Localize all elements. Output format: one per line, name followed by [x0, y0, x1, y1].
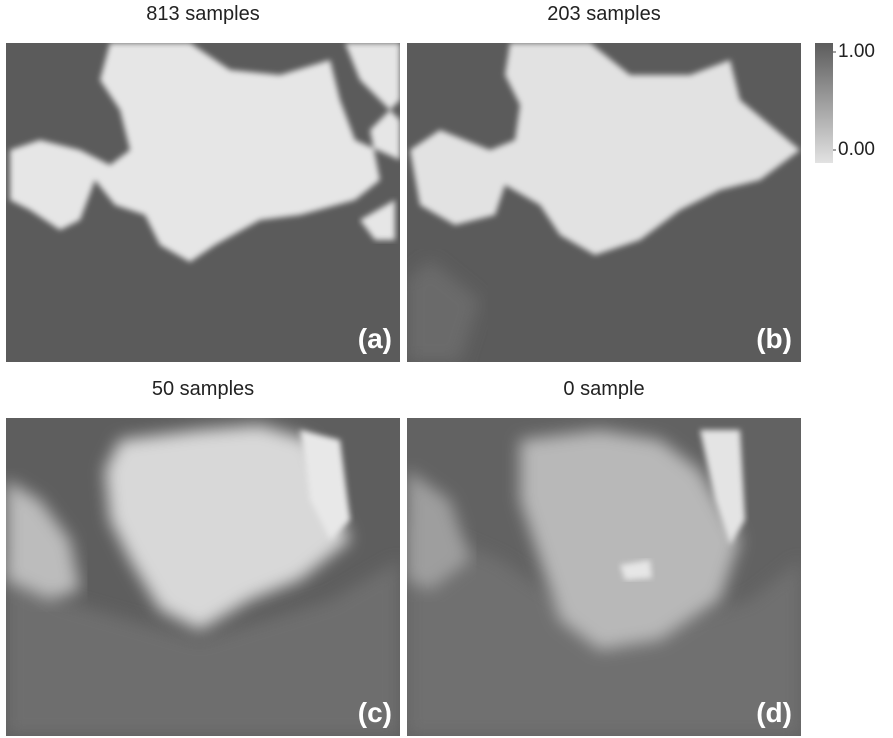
panel-title: 0 sample [563, 378, 644, 400]
map-image [407, 43, 801, 362]
map-image [6, 43, 400, 362]
panel-label: (c) [358, 697, 392, 728]
figure: 813 samples 203 samples 50 samples 0 sam… [0, 0, 893, 738]
panel-label: (d) [756, 697, 792, 728]
panel-label: (a) [358, 323, 392, 354]
colorbar-tick-label: 1.00 [838, 41, 875, 62]
panel-title: 813 samples [146, 3, 259, 25]
panel-label: (b) [756, 323, 792, 354]
map-image [407, 418, 801, 736]
colorbar-tick-label: 0.00 [838, 139, 875, 160]
colorbar-ticks: 1.00 0.00 [833, 41, 875, 160]
map-image [6, 418, 400, 736]
panel-title: 50 samples [152, 378, 254, 400]
panel-title: 203 samples [547, 3, 660, 25]
colorbar [815, 43, 833, 163]
